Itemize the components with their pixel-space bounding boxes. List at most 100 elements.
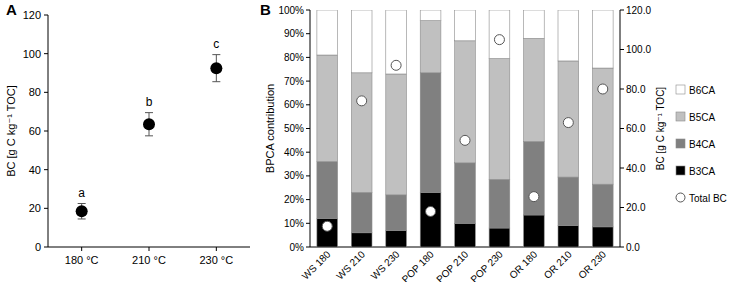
y-tick (44, 247, 48, 248)
y2-tick-label: 80.0 (626, 84, 646, 95)
annotation: c (213, 37, 219, 51)
legend-label: B6CA (689, 85, 715, 96)
y-tick (44, 92, 48, 93)
y2-tick (620, 49, 624, 50)
y-tick-label: 90% (284, 28, 304, 39)
y-axis-label: BPCA contribution (264, 84, 276, 173)
bar-segment (420, 192, 441, 247)
x-tick-label: OR 230 (576, 248, 608, 280)
legend-swatch (676, 139, 685, 148)
point (598, 84, 608, 94)
bar-segment (351, 73, 372, 193)
bar-segment (317, 219, 338, 247)
bar-segment (386, 195, 407, 231)
bar-segment (524, 10, 545, 38)
x-tick-label: POP 180 (400, 248, 437, 282)
y-tick (306, 175, 310, 176)
bar-segment (592, 68, 613, 184)
y-tick-label: 40% (284, 147, 304, 158)
x-tick-label: 180 °C (65, 254, 99, 266)
error-cap (212, 54, 220, 55)
annotation: a (78, 186, 85, 200)
legend-swatch (676, 193, 685, 202)
y-tick-label: 60 (29, 125, 41, 137)
point (357, 96, 367, 106)
bar-segment (558, 61, 579, 177)
point (426, 206, 436, 216)
x-tick-label: POP 230 (469, 248, 506, 282)
legend-label: B4CA (689, 139, 715, 150)
panel-title: B (260, 1, 271, 18)
legend-label: Total BC (689, 193, 727, 204)
figure: A020406080100120BC [g C kg⁻¹ TOC]180 °C2… (0, 0, 736, 282)
y-tick (306, 10, 310, 11)
y-tick (306, 223, 310, 224)
y-tick (44, 15, 48, 16)
y2-tick-label: 120.0 (626, 5, 651, 16)
y-tick (44, 208, 48, 209)
point (210, 62, 222, 74)
y-tick (44, 169, 48, 170)
bar-segment (558, 177, 579, 226)
y-tick-label: 100 (23, 48, 41, 60)
y-tick-label: 40 (29, 164, 41, 176)
y-tick-label: 20% (284, 194, 304, 205)
y-axis-label: BC [g C kg⁻¹ TOC] (5, 85, 17, 177)
y-tick-label: 80 (29, 86, 41, 98)
point (563, 118, 573, 128)
page: {"chart_data": [ {"type": "scatter", "ti… (0, 0, 736, 282)
bar-segment (524, 215, 545, 247)
x-tick-label: WS 210 (334, 248, 367, 281)
bar-segment (420, 73, 441, 193)
bar-segment (489, 59, 510, 180)
bar-segment (420, 21, 441, 73)
y-tick (306, 104, 310, 105)
y-tick-label: 80% (284, 52, 304, 63)
error-cap (145, 135, 153, 136)
y2-tick-label: 20.0 (626, 202, 646, 213)
x-tick (149, 247, 150, 251)
y-tick-label: 10% (284, 218, 304, 229)
x-tick-label: OR 210 (542, 248, 574, 280)
x-tick-label: POP 210 (434, 248, 471, 282)
y2-tick (620, 247, 624, 248)
point (76, 205, 88, 217)
bar-segment (489, 179, 510, 228)
bar-segment (524, 38, 545, 141)
x-tick-label: 210 °C (132, 254, 166, 266)
error-cap (145, 112, 153, 113)
y-tick (306, 81, 310, 82)
bar-segment (524, 142, 545, 215)
point (322, 221, 332, 231)
point (460, 135, 470, 145)
y2-tick-label: 40.0 (626, 163, 646, 174)
legend-swatch (676, 166, 685, 175)
point (391, 60, 401, 70)
x-tick-label: WS 180 (300, 248, 333, 281)
point (529, 192, 539, 202)
bar-segment (592, 227, 613, 247)
bar-segment (386, 74, 407, 195)
bar-segment (455, 41, 476, 163)
bar-segment (386, 230, 407, 247)
bar-segment (351, 192, 372, 232)
y-tick (44, 131, 48, 132)
legend: B6CAB5CAB4CAB3CATotal BC (676, 85, 727, 204)
panel-title: A (6, 1, 17, 18)
plot-area (317, 10, 613, 247)
y2-tick-label: 100.0 (626, 44, 651, 55)
y2-tick (620, 89, 624, 90)
bar-segment (558, 226, 579, 247)
y-tick-label: 120 (23, 9, 41, 21)
legend-swatch (676, 112, 685, 121)
bar-segment (455, 163, 476, 223)
y-tick-label: 30% (284, 170, 304, 181)
y2-axis-label: BC [g C kg⁻¹ TOC] (655, 87, 666, 170)
bar-segment (317, 10, 338, 55)
annotation: b (146, 95, 153, 109)
point (143, 118, 155, 130)
y-tick-label: 100% (278, 5, 304, 16)
y-tick-label: 60% (284, 99, 304, 110)
y-tick-label: 50% (284, 123, 304, 134)
y-tick (306, 57, 310, 58)
